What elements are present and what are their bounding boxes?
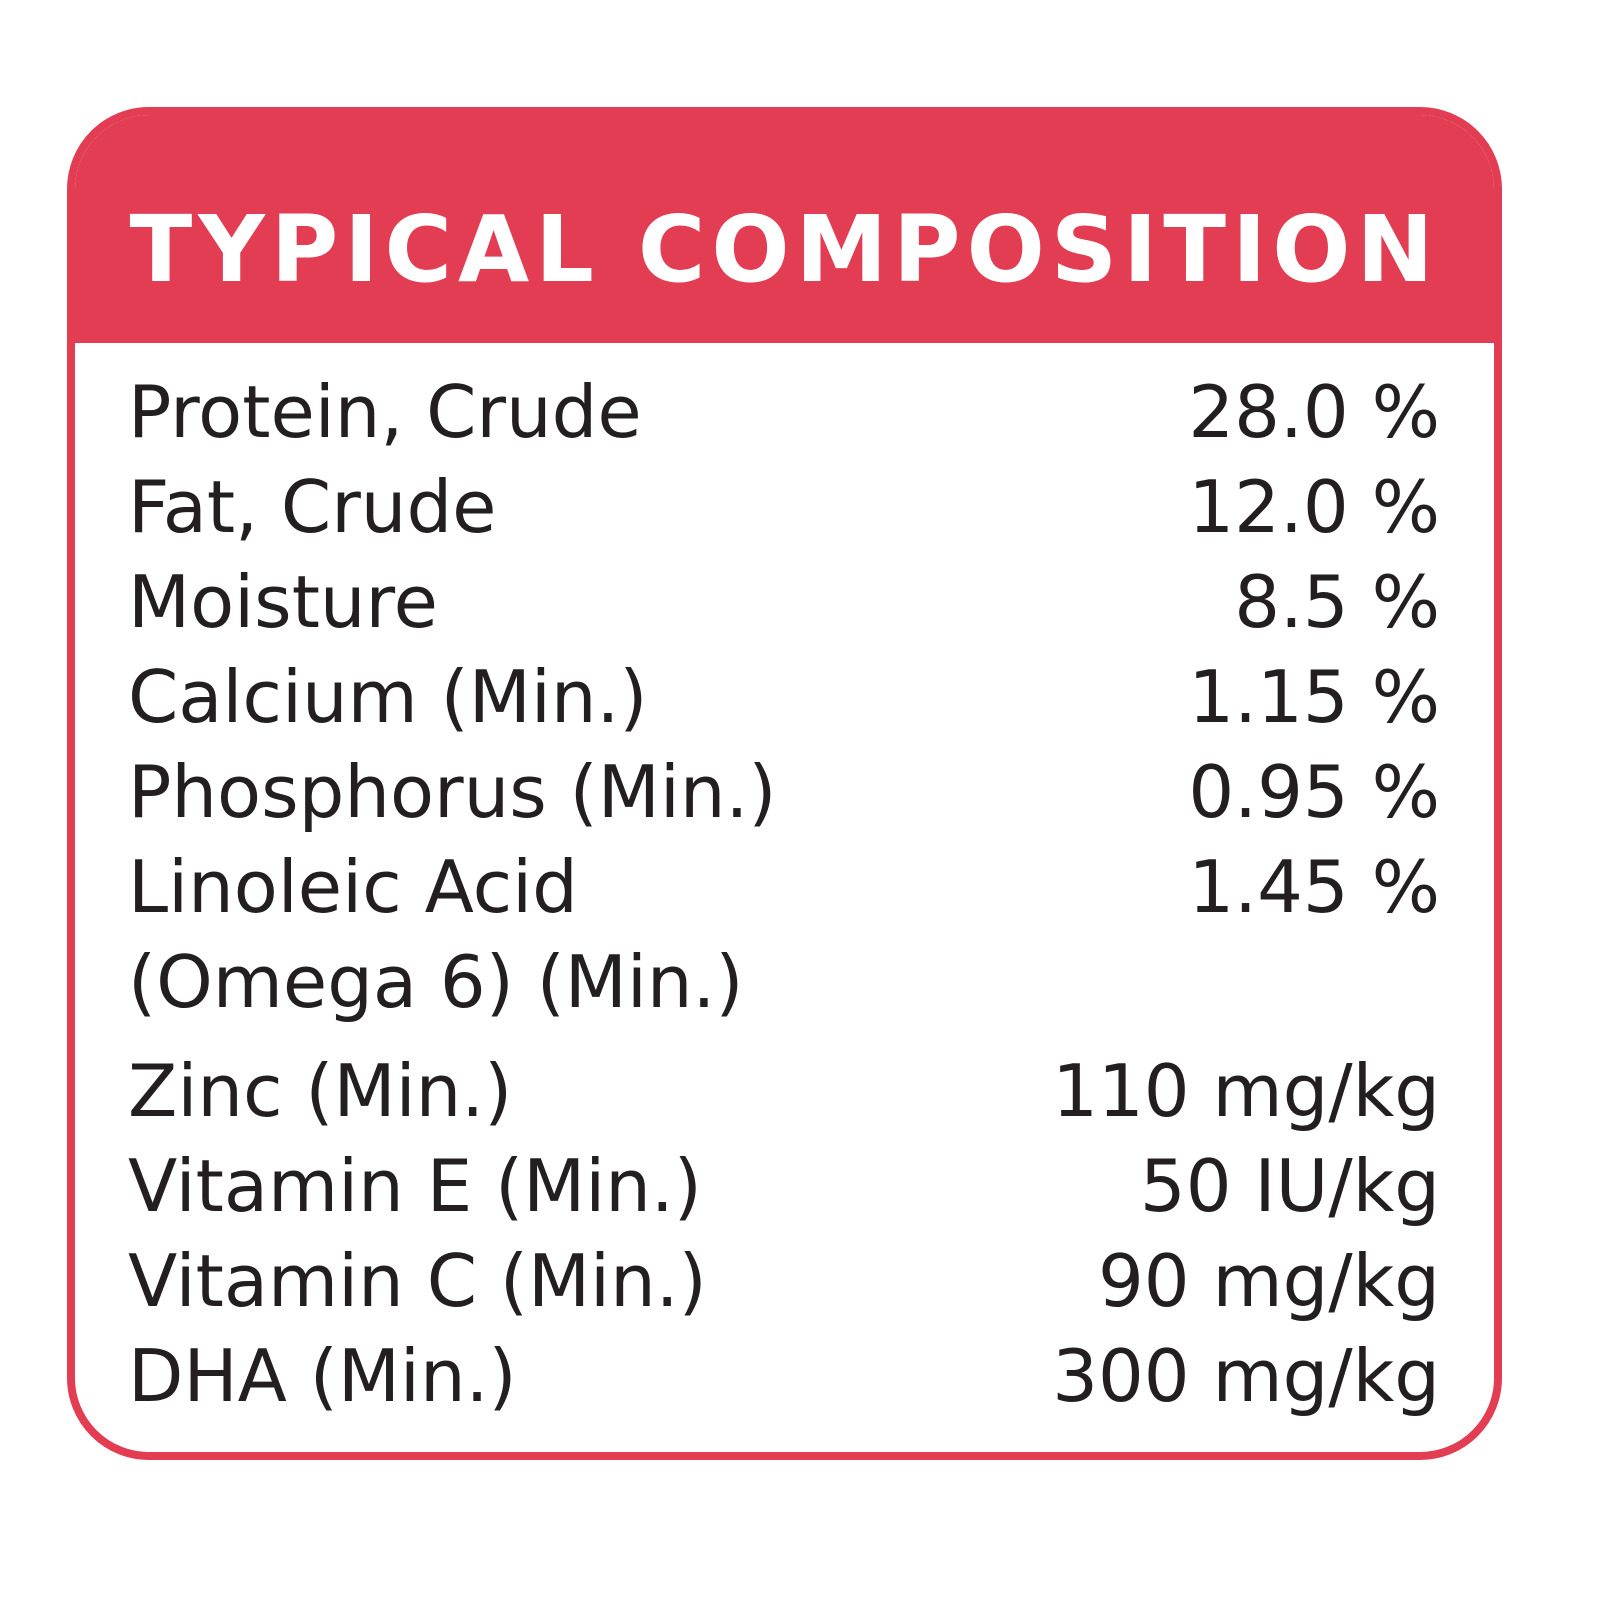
nutrient-value: 28.0 % (1188, 370, 1440, 454)
header: TYPICAL COMPOSITION (75, 115, 1494, 343)
nutrient-label: Fat, Crude (128, 465, 497, 549)
table-row: Vitamin C (Min.) 90 mg/kg (128, 1234, 1440, 1329)
table-row: Linoleic Acid (Omega 6) (Min.) 1.45 % (128, 840, 1440, 1030)
nutrient-value: 1.15 % (1188, 655, 1440, 739)
table-row: Protein, Crude 28.0 % (128, 365, 1440, 460)
table-row: DHA (Min.) 300 mg/kg (128, 1329, 1440, 1424)
nutrient-label: Calcium (Min.) (128, 655, 648, 739)
table: Protein, Crude 28.0 % Fat, Crude 12.0 % Mois… (128, 365, 1440, 1424)
nutrient-label: Vitamin C (Min.) (128, 1239, 707, 1323)
nutrient-label: Vitamin E (Min.) (128, 1144, 702, 1228)
nutrient-label: Moisture (128, 560, 438, 644)
nutrient-value: 12.0 % (1188, 465, 1440, 549)
table-row: Moisture 8.5 % (128, 555, 1440, 650)
nutrient-value: 90 mg/kg (1098, 1239, 1440, 1323)
nutrient-value: 300 mg/kg (1052, 1334, 1440, 1418)
nutrient-value: 8.5 % (1234, 560, 1440, 644)
nutrient-label: Linoleic Acid (Omega 6) (Min.) (128, 845, 744, 1024)
title: TYPICAL COMPOSITION (129, 195, 1440, 303)
nutrient-value: 110 mg/kg (1052, 1049, 1440, 1133)
nutrient-label: Protein, Crude (128, 370, 642, 454)
nutrient-label: Zinc (Min.) (128, 1049, 513, 1133)
nutrient-value: 0.95 % (1188, 750, 1440, 834)
composition-card: TYPICAL COMPOSITION Protein, Crude 28.0 %… (67, 107, 1502, 1460)
table-row: Zinc (Min.) 110 mg/kg (128, 1044, 1440, 1139)
nutrient-value: 1.45 % (1188, 845, 1440, 929)
table-row: Phosphorus (Min.) 0.95 % (128, 745, 1440, 840)
nutrient-label: Phosphorus (Min.) (128, 750, 777, 834)
nutrient-label: DHA (Min.) (128, 1334, 517, 1418)
table-row: Calcium (Min.) 1.15 % (128, 650, 1440, 745)
table-row: Fat, Crude 12.0 % (128, 460, 1440, 555)
nutrient-value: 50 IU/kg (1139, 1144, 1440, 1228)
table-row: Vitamin E (Min.) 50 IU/kg (128, 1139, 1440, 1234)
